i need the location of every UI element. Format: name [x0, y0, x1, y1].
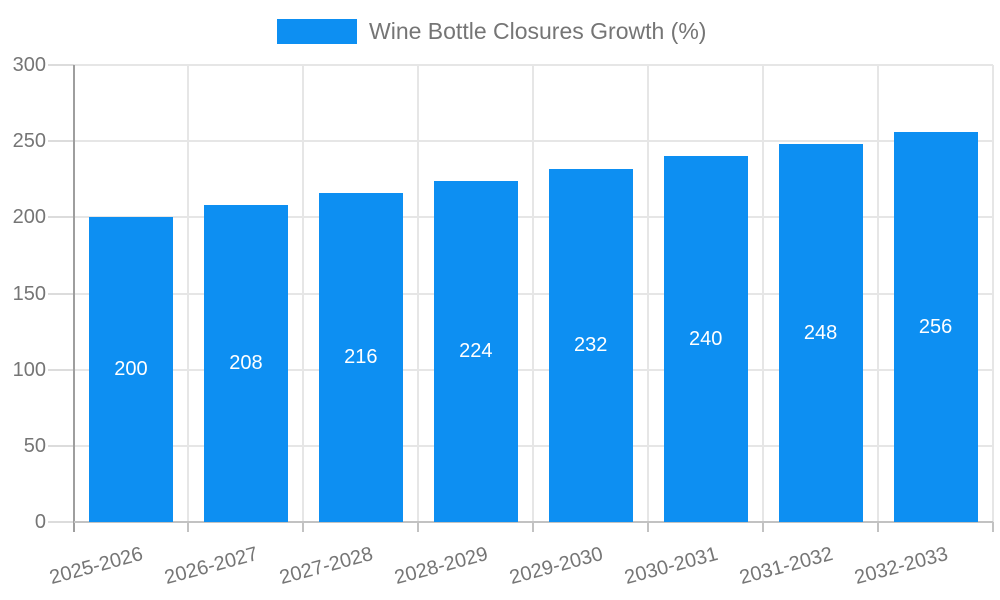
y-axis-tick — [48, 444, 74, 447]
x-axis-tick — [417, 522, 420, 532]
bar[interactable]: 256 — [893, 132, 978, 522]
v-gridline — [877, 65, 880, 522]
bar-value-label: 216 — [344, 345, 378, 368]
x-tick-label: 2028-2029 — [392, 543, 491, 590]
x-axis-tick — [647, 522, 650, 532]
y-axis-line — [72, 65, 75, 532]
y-axis-tick — [48, 64, 74, 66]
x-axis-tick — [187, 522, 190, 532]
x-tick-label: 2026-2027 — [162, 543, 261, 590]
bar-value-label: 224 — [459, 339, 493, 362]
x-tick-label: 2031-2032 — [737, 543, 836, 590]
x-axis-tick — [992, 522, 994, 532]
bar-value-label: 208 — [229, 352, 263, 375]
v-gridline — [647, 65, 650, 522]
x-tick-label: 2027-2028 — [277, 543, 376, 590]
x-tick-label: 2029-2030 — [507, 543, 606, 590]
v-gridline — [302, 65, 305, 522]
y-axis-tick — [48, 216, 74, 219]
y-axis-tick — [48, 368, 74, 371]
y-axis-tick — [48, 292, 74, 295]
bar-value-label: 248 — [803, 321, 838, 344]
v-gridline — [992, 65, 994, 522]
y-tick-label: 0 — [34, 511, 46, 533]
bar[interactable]: 216 — [318, 192, 403, 522]
bar[interactable]: 208 — [203, 205, 288, 522]
legend-label: Wine Bottle Closures Growth (%) — [369, 18, 707, 44]
x-axis-tick — [762, 522, 765, 532]
bar-value-label: 200 — [114, 358, 148, 381]
v-gridline — [532, 65, 535, 522]
bar-value-label: 256 — [918, 315, 953, 338]
x-axis-tick — [302, 522, 305, 532]
bar[interactable]: 224 — [433, 180, 518, 522]
y-tick-label: 300 — [12, 54, 46, 76]
x-tick-label: 2032-2033 — [852, 543, 951, 590]
x-tick-label: 2025-2026 — [47, 543, 146, 590]
x-tick-label: 2030-2031 — [622, 543, 721, 590]
y-axis-tick — [48, 140, 74, 143]
bar-value-label: 232 — [574, 333, 608, 356]
v-gridline — [762, 65, 765, 522]
legend-swatch-icon — [277, 18, 357, 44]
bar-value-label: 240 — [688, 327, 723, 350]
bar[interactable]: 200 — [88, 217, 173, 522]
y-tick-label: 150 — [12, 282, 46, 305]
v-gridline — [417, 65, 420, 522]
bar[interactable]: 240 — [663, 156, 748, 522]
bar[interactable]: 248 — [778, 144, 863, 522]
bar[interactable]: 232 — [548, 168, 633, 522]
y-tick-label: 100 — [12, 358, 46, 381]
y-tick-label: 50 — [23, 434, 46, 457]
x-axis-tick — [877, 522, 880, 532]
y-tick-label: 200 — [12, 206, 46, 229]
v-gridline — [187, 65, 190, 522]
y-axis-tick — [48, 521, 74, 523]
x-axis-tick — [532, 522, 535, 532]
legend-item[interactable]: Wine Bottle Closures Growth (%) — [277, 18, 706, 44]
x-axis-line — [73, 521, 993, 523]
y-tick-label: 250 — [12, 130, 46, 153]
